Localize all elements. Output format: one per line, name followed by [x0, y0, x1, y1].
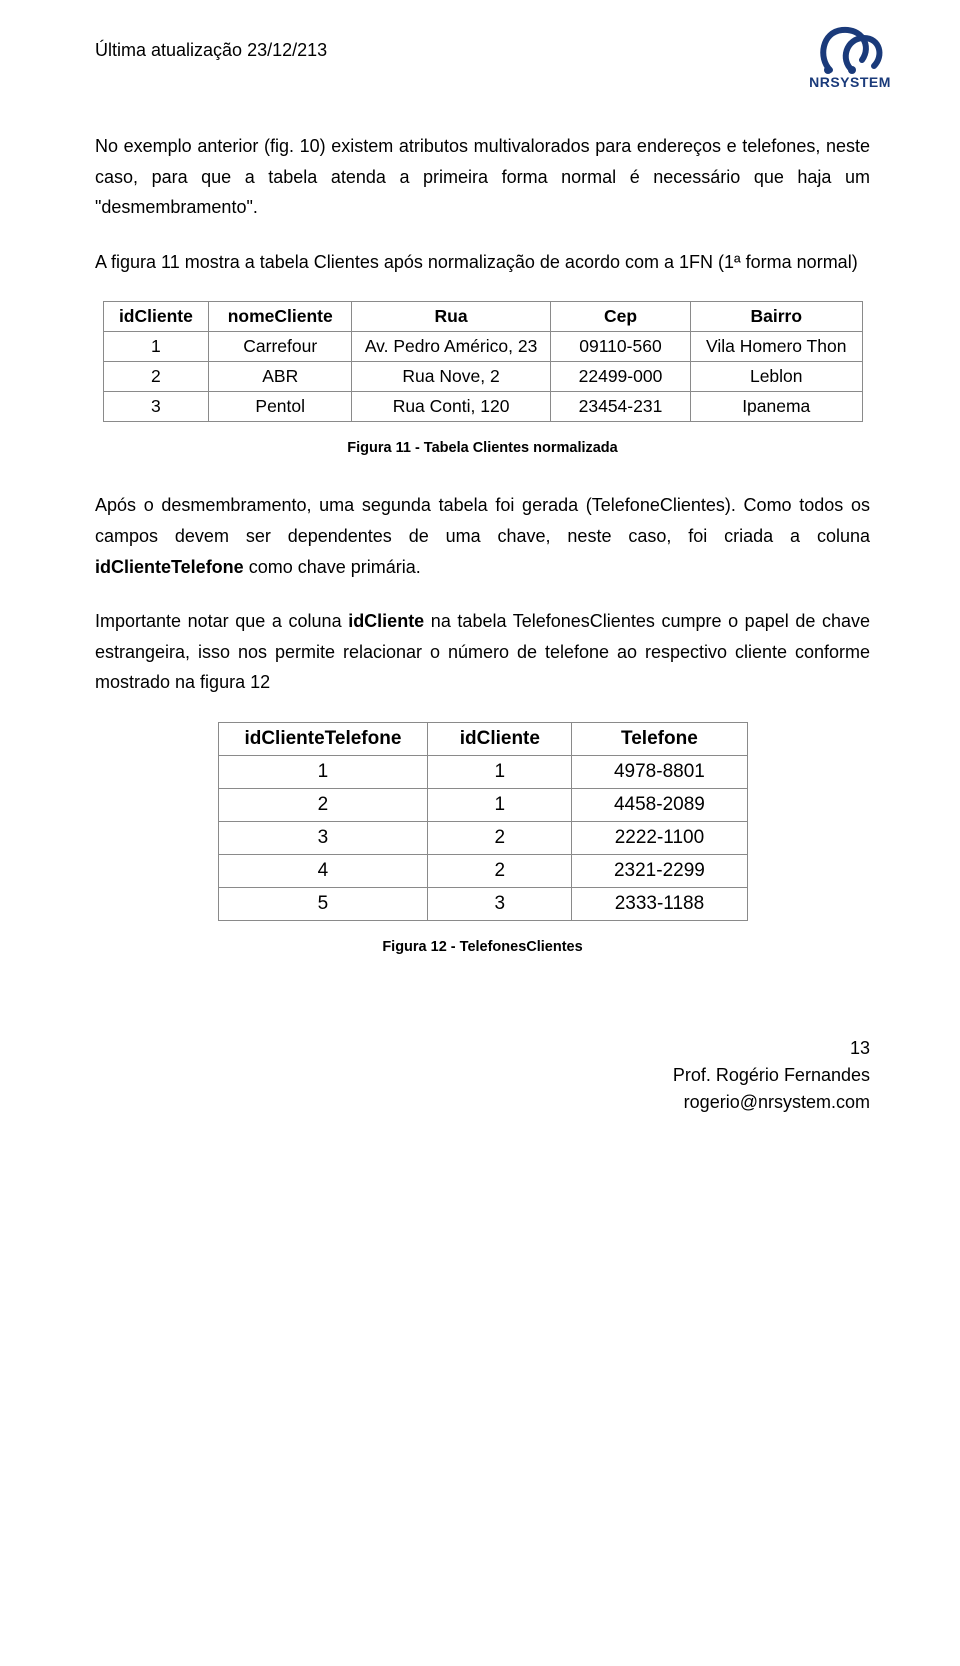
col-cep: Cep — [550, 302, 690, 332]
col-idcliente-2: idCliente — [428, 722, 572, 755]
paragraph-1: No exemplo anterior (fig. 10) existem at… — [95, 131, 870, 223]
col-telefone: Telefone — [572, 722, 747, 755]
table-row: 322222-1100 — [218, 821, 747, 854]
table-row: 3PentolRua Conti, 12023454-231Ipanema — [103, 392, 862, 422]
table-cell: 2 — [428, 854, 572, 887]
table-cell: Leblon — [691, 362, 863, 392]
paragraph-4: Importante notar que a coluna idCliente … — [95, 606, 870, 698]
col-bairro: Bairro — [691, 302, 863, 332]
para4-part-a: Importante notar que a coluna — [95, 611, 348, 631]
table-cell: 2333-1188 — [572, 887, 747, 920]
table2-header-row: idClienteTelefone idCliente Telefone — [218, 722, 747, 755]
table-cell: Ipanema — [691, 392, 863, 422]
table-cell: 2321-2299 — [572, 854, 747, 887]
table-row: 422321-2299 — [218, 854, 747, 887]
table1-body: 1CarrefourAv. Pedro Américo, 2309110-560… — [103, 332, 862, 422]
table-cell: 5 — [218, 887, 428, 920]
para3-part-a: Após o desmembramento, uma segunda tabel… — [95, 495, 870, 546]
table-cell: 1 — [103, 332, 209, 362]
col-nomecliente: nomeCliente — [209, 302, 352, 332]
table-cell: 23454-231 — [550, 392, 690, 422]
table-telefones: idClienteTelefone idCliente Telefone 114… — [218, 722, 748, 921]
table-cell: 1 — [218, 755, 428, 788]
logo-swirl-icon — [810, 20, 890, 76]
paragraph-3: Após o desmembramento, uma segunda tabel… — [95, 490, 870, 582]
table-cell: 1 — [428, 788, 572, 821]
table2-body: 114978-8801214458-2089322222-1100422321-… — [218, 755, 747, 920]
figure-12-caption: Figura 12 - TelefonesClientes — [95, 939, 870, 955]
table-row: 214458-2089 — [218, 788, 747, 821]
table-cell: 3 — [218, 821, 428, 854]
table-cell: Rua Conti, 120 — [352, 392, 551, 422]
table-row: 2ABRRua Nove, 222499-000Leblon — [103, 362, 862, 392]
page-container: Última atualização 23/12/213 NRSYSTEM No… — [0, 0, 960, 1156]
body-text-block-2: Após o desmembramento, uma segunda tabel… — [95, 490, 870, 698]
para4-bold: idCliente — [348, 611, 424, 631]
table-header-row: idCliente nomeCliente Rua Cep Bairro — [103, 302, 862, 332]
table-cell: ABR — [209, 362, 352, 392]
table-cell: 2222-1100 — [572, 821, 747, 854]
table-cell: 3 — [103, 392, 209, 422]
figure-11-caption: Figura 11 - Tabela Clientes normalizada — [95, 440, 870, 456]
table-cell: 2 — [218, 788, 428, 821]
body-text-block: No exemplo anterior (fig. 10) existem at… — [95, 131, 870, 277]
table-row: 1CarrefourAv. Pedro Américo, 2309110-560… — [103, 332, 862, 362]
table-cell: Rua Nove, 2 — [352, 362, 551, 392]
para3-bold: idClienteTelefone — [95, 557, 244, 577]
col-rua: Rua — [352, 302, 551, 332]
table-cell: 4 — [218, 854, 428, 887]
table-clientes: idCliente nomeCliente Rua Cep Bairro 1Ca… — [103, 301, 863, 422]
table-cell: 4458-2089 — [572, 788, 747, 821]
table-cell: 2 — [428, 821, 572, 854]
table-cell: 1 — [428, 755, 572, 788]
header-update-line: Última atualização 23/12/213 — [95, 40, 870, 61]
table-cell: Pentol — [209, 392, 352, 422]
footer-email: rogerio@nrsystem.com — [95, 1089, 870, 1116]
table-row: 532333-1188 — [218, 887, 747, 920]
col-idcliente: idCliente — [103, 302, 209, 332]
page-number: 13 — [95, 1035, 870, 1062]
table-cell: 4978-8801 — [572, 755, 747, 788]
table-cell: 2 — [103, 362, 209, 392]
para3-part-c: como chave primária. — [244, 557, 421, 577]
logo: NRSYSTEM — [800, 20, 900, 90]
table-cell: Av. Pedro Américo, 23 — [352, 332, 551, 362]
paragraph-2: A figura 11 mostra a tabela Clientes apó… — [95, 247, 870, 278]
table-cell: 22499-000 — [550, 362, 690, 392]
table-row: 114978-8801 — [218, 755, 747, 788]
footer-author: Prof. Rogério Fernandes — [95, 1062, 870, 1089]
table-cell: Carrefour — [209, 332, 352, 362]
page-footer: 13 Prof. Rogério Fernandes rogerio@nrsys… — [95, 1035, 870, 1116]
table-cell: Vila Homero Thon — [691, 332, 863, 362]
col-idclientetelefone: idClienteTelefone — [218, 722, 428, 755]
table-cell: 09110-560 — [550, 332, 690, 362]
logo-text: NRSYSTEM — [800, 74, 900, 90]
table-cell: 3 — [428, 887, 572, 920]
